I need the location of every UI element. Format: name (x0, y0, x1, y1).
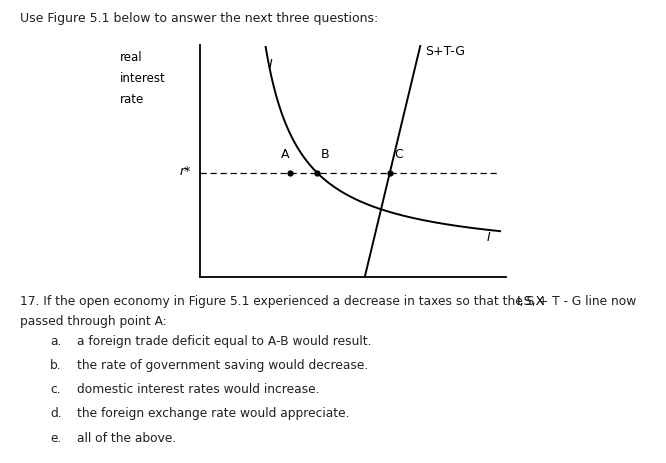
Text: c.: c. (50, 382, 61, 395)
Text: S+T-G: S+T-G (425, 45, 465, 58)
Text: I,S,X: I,S,X (517, 294, 545, 307)
Text: domestic interest rates would increase.: domestic interest rates would increase. (77, 382, 319, 395)
Text: rate: rate (120, 93, 144, 106)
Text: the rate of government saving would decrease.: the rate of government saving would decr… (77, 358, 368, 371)
Text: r*: r* (179, 165, 190, 178)
Text: interest: interest (120, 72, 166, 85)
Text: the foreign exchange rate would appreciate.: the foreign exchange rate would apprecia… (77, 407, 349, 419)
Text: A: A (281, 148, 290, 161)
Text: all of the above.: all of the above. (77, 431, 176, 444)
Text: d.: d. (50, 407, 61, 419)
Text: C: C (394, 148, 404, 161)
Text: I: I (486, 231, 490, 244)
Text: Use Figure 5.1 below to answer the next three questions:: Use Figure 5.1 below to answer the next … (20, 12, 378, 25)
Text: e.: e. (50, 431, 61, 444)
Text: B: B (321, 148, 330, 161)
Text: a.: a. (50, 334, 61, 347)
Text: real: real (120, 51, 143, 64)
Text: I: I (268, 58, 272, 71)
Text: b.: b. (50, 358, 61, 371)
Text: passed through point A:: passed through point A: (20, 314, 166, 327)
Text: a foreign trade deficit equal to A-B would result.: a foreign trade deficit equal to A-B wou… (77, 334, 371, 347)
Text: 17. If the open economy in Figure 5.1 experienced a decrease in taxes so that th: 17. If the open economy in Figure 5.1 ex… (20, 294, 636, 307)
